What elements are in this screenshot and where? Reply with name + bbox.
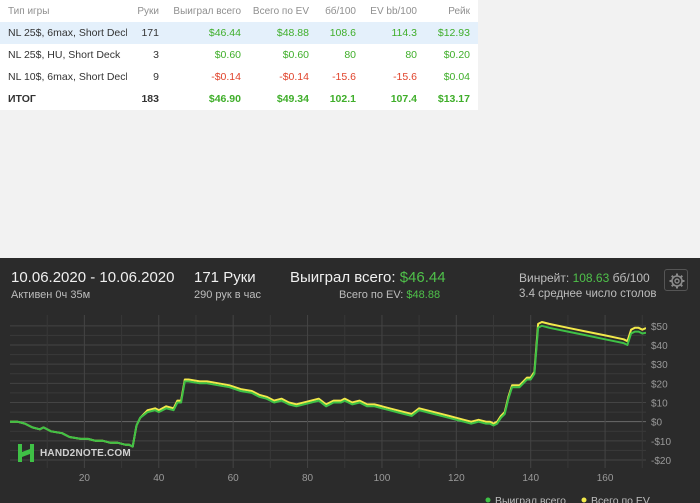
- legend-marker: [581, 497, 587, 503]
- settings-button[interactable]: [664, 269, 688, 291]
- y-tick-label: -$10: [651, 437, 671, 448]
- hands-rate: 290 рук в час: [194, 289, 262, 301]
- y-tick-label: $50: [651, 322, 668, 333]
- cell-bb100: -15.6: [332, 71, 356, 83]
- table-row[interactable]: NL 10$, 6max, Short Deck 9 -$0.14 -$0.14…: [0, 66, 478, 88]
- stats-table: Тип игры Руки Выиграл всего Всего по EV …: [0, 0, 478, 110]
- cell-ev: $0.60: [282, 49, 309, 61]
- y-tick-label: $40: [651, 341, 668, 352]
- avg-tables: 3.4 среднее число столов: [519, 288, 657, 300]
- won-value: $46.44: [399, 269, 446, 286]
- x-tick-label: 20: [79, 473, 91, 484]
- x-tick-label: 140: [522, 473, 539, 484]
- cell-rake: $13.17: [437, 93, 470, 105]
- hand2note-logo: HAND2NOTE.COM: [18, 444, 131, 462]
- cell-game: NL 10$, 6max, Short Deck: [8, 71, 127, 83]
- x-tick-label: 40: [153, 473, 165, 484]
- cell-hands: 171: [141, 27, 159, 39]
- cell-ev: $48.88: [276, 27, 309, 39]
- cell-ev: -$0.14: [279, 71, 309, 83]
- y-tick-label: $20: [651, 379, 668, 390]
- chart-grid: [10, 315, 646, 468]
- cell-won: -$0.14: [211, 71, 241, 83]
- y-tick-label: -$20: [651, 456, 671, 467]
- x-tick-label: 100: [374, 473, 391, 484]
- table-row[interactable]: NL 25$, HU, Short Deck 3 $0.60 $0.60 80 …: [0, 44, 478, 66]
- cell-evbb100: 114.3: [391, 27, 418, 39]
- cell-ev: $49.34: [276, 93, 309, 105]
- hands-count: 171 Руки: [194, 269, 256, 286]
- cell-bb100: 80: [344, 49, 356, 61]
- legend-label: Всего по EV: [591, 495, 650, 503]
- table-total-row: ИТОГ 183 $46.90 $49.34 102.1 107.4 $13.1…: [0, 88, 478, 110]
- cell-hands: 3: [153, 49, 159, 61]
- cell-evbb100: 80: [405, 49, 417, 61]
- cell-game: ИТОГ: [8, 93, 36, 105]
- x-tick-label: 120: [448, 473, 465, 484]
- col-header-won[interactable]: Выиграл всего: [173, 5, 241, 17]
- gear-icon: [669, 273, 685, 289]
- cell-won: $46.44: [208, 27, 241, 39]
- cell-won: $0.60: [214, 49, 241, 61]
- y-tick-label: $30: [651, 360, 668, 371]
- cell-bb100: 108.6: [329, 27, 356, 39]
- ev-value: $48.88: [406, 289, 441, 301]
- series-line-ev: [10, 321, 646, 448]
- chart-lines: [10, 321, 646, 448]
- profit-chart: 20 40 60 80 100 120 140 160 -$20 -$10 $0 $10 $20 $30…: [10, 315, 671, 503]
- winrate-label: Винрейт:: [519, 271, 570, 285]
- col-header-hands[interactable]: Руки: [137, 5, 159, 17]
- logo-text: HAND2NOTE.COM: [40, 447, 131, 459]
- legend-label: Выиграл всего: [495, 495, 566, 503]
- ev-total: Всего по EV: $48.88: [339, 289, 440, 301]
- x-tick-label: 160: [597, 473, 614, 484]
- cell-game: NL 25$, HU, Short Deck: [8, 49, 121, 61]
- legend-marker: [485, 497, 491, 503]
- cell-rake: $0.20: [443, 49, 470, 61]
- col-header-ev[interactable]: Всего по EV: [252, 5, 309, 17]
- cell-rake: $12.93: [437, 27, 470, 39]
- cell-won: $46.90: [208, 93, 241, 105]
- winrate-unit: бб/100: [612, 271, 650, 285]
- y-axis: -$20 -$10 $0 $10 $20 $30 $40 $50: [651, 322, 671, 467]
- active-time: Активен 0ч 35м: [11, 289, 91, 301]
- cell-evbb100: 107.4: [390, 93, 417, 105]
- winrate-value: 108.63: [572, 271, 610, 285]
- x-tick-label: 60: [228, 473, 240, 484]
- cell-evbb100: -15.6: [393, 71, 417, 83]
- won-total: Выиграл всего: $46.44: [290, 269, 446, 286]
- series-line-won: [10, 324, 646, 448]
- col-header-bb100[interactable]: бб/100: [325, 5, 356, 17]
- cell-bb100: 102.1: [329, 93, 356, 105]
- table-header: Тип игры Руки Выиграл всего Всего по EV …: [0, 0, 478, 22]
- winrate: Винрейт: 108.63 бб/100: [519, 271, 650, 285]
- cell-game: NL 25$, 6max, Short Deck: [8, 27, 127, 39]
- x-axis: 20 40 60 80 100 120 140 160: [79, 473, 614, 484]
- cell-hands: 9: [153, 71, 159, 83]
- logo-icon: [18, 444, 34, 462]
- date-range: 10.06.2020 - 10.06.2020: [11, 269, 175, 286]
- col-header-rake[interactable]: Рейк: [448, 5, 470, 17]
- y-tick-label: $0: [651, 418, 663, 429]
- table-row[interactable]: NL 25$, 6max, Short Deck 171 $46.44 $48.…: [0, 22, 478, 44]
- ev-label: Всего по EV:: [339, 289, 404, 301]
- cell-hands: 183: [141, 93, 159, 105]
- col-header-evbb100[interactable]: EV bb/100: [370, 5, 417, 17]
- y-tick-label: $10: [651, 399, 668, 410]
- chart-legend: Выиграл всего Всего по EV: [485, 495, 650, 503]
- graph-panel: 20 40 60 80 100 120 140 160 -$20 -$10 $0 $10 $20 $30…: [0, 258, 700, 503]
- won-label: Выиграл всего:: [290, 269, 396, 286]
- x-tick-label: 80: [302, 473, 314, 484]
- col-header-game[interactable]: Тип игры: [8, 5, 50, 17]
- cell-rake: $0.04: [443, 71, 470, 83]
